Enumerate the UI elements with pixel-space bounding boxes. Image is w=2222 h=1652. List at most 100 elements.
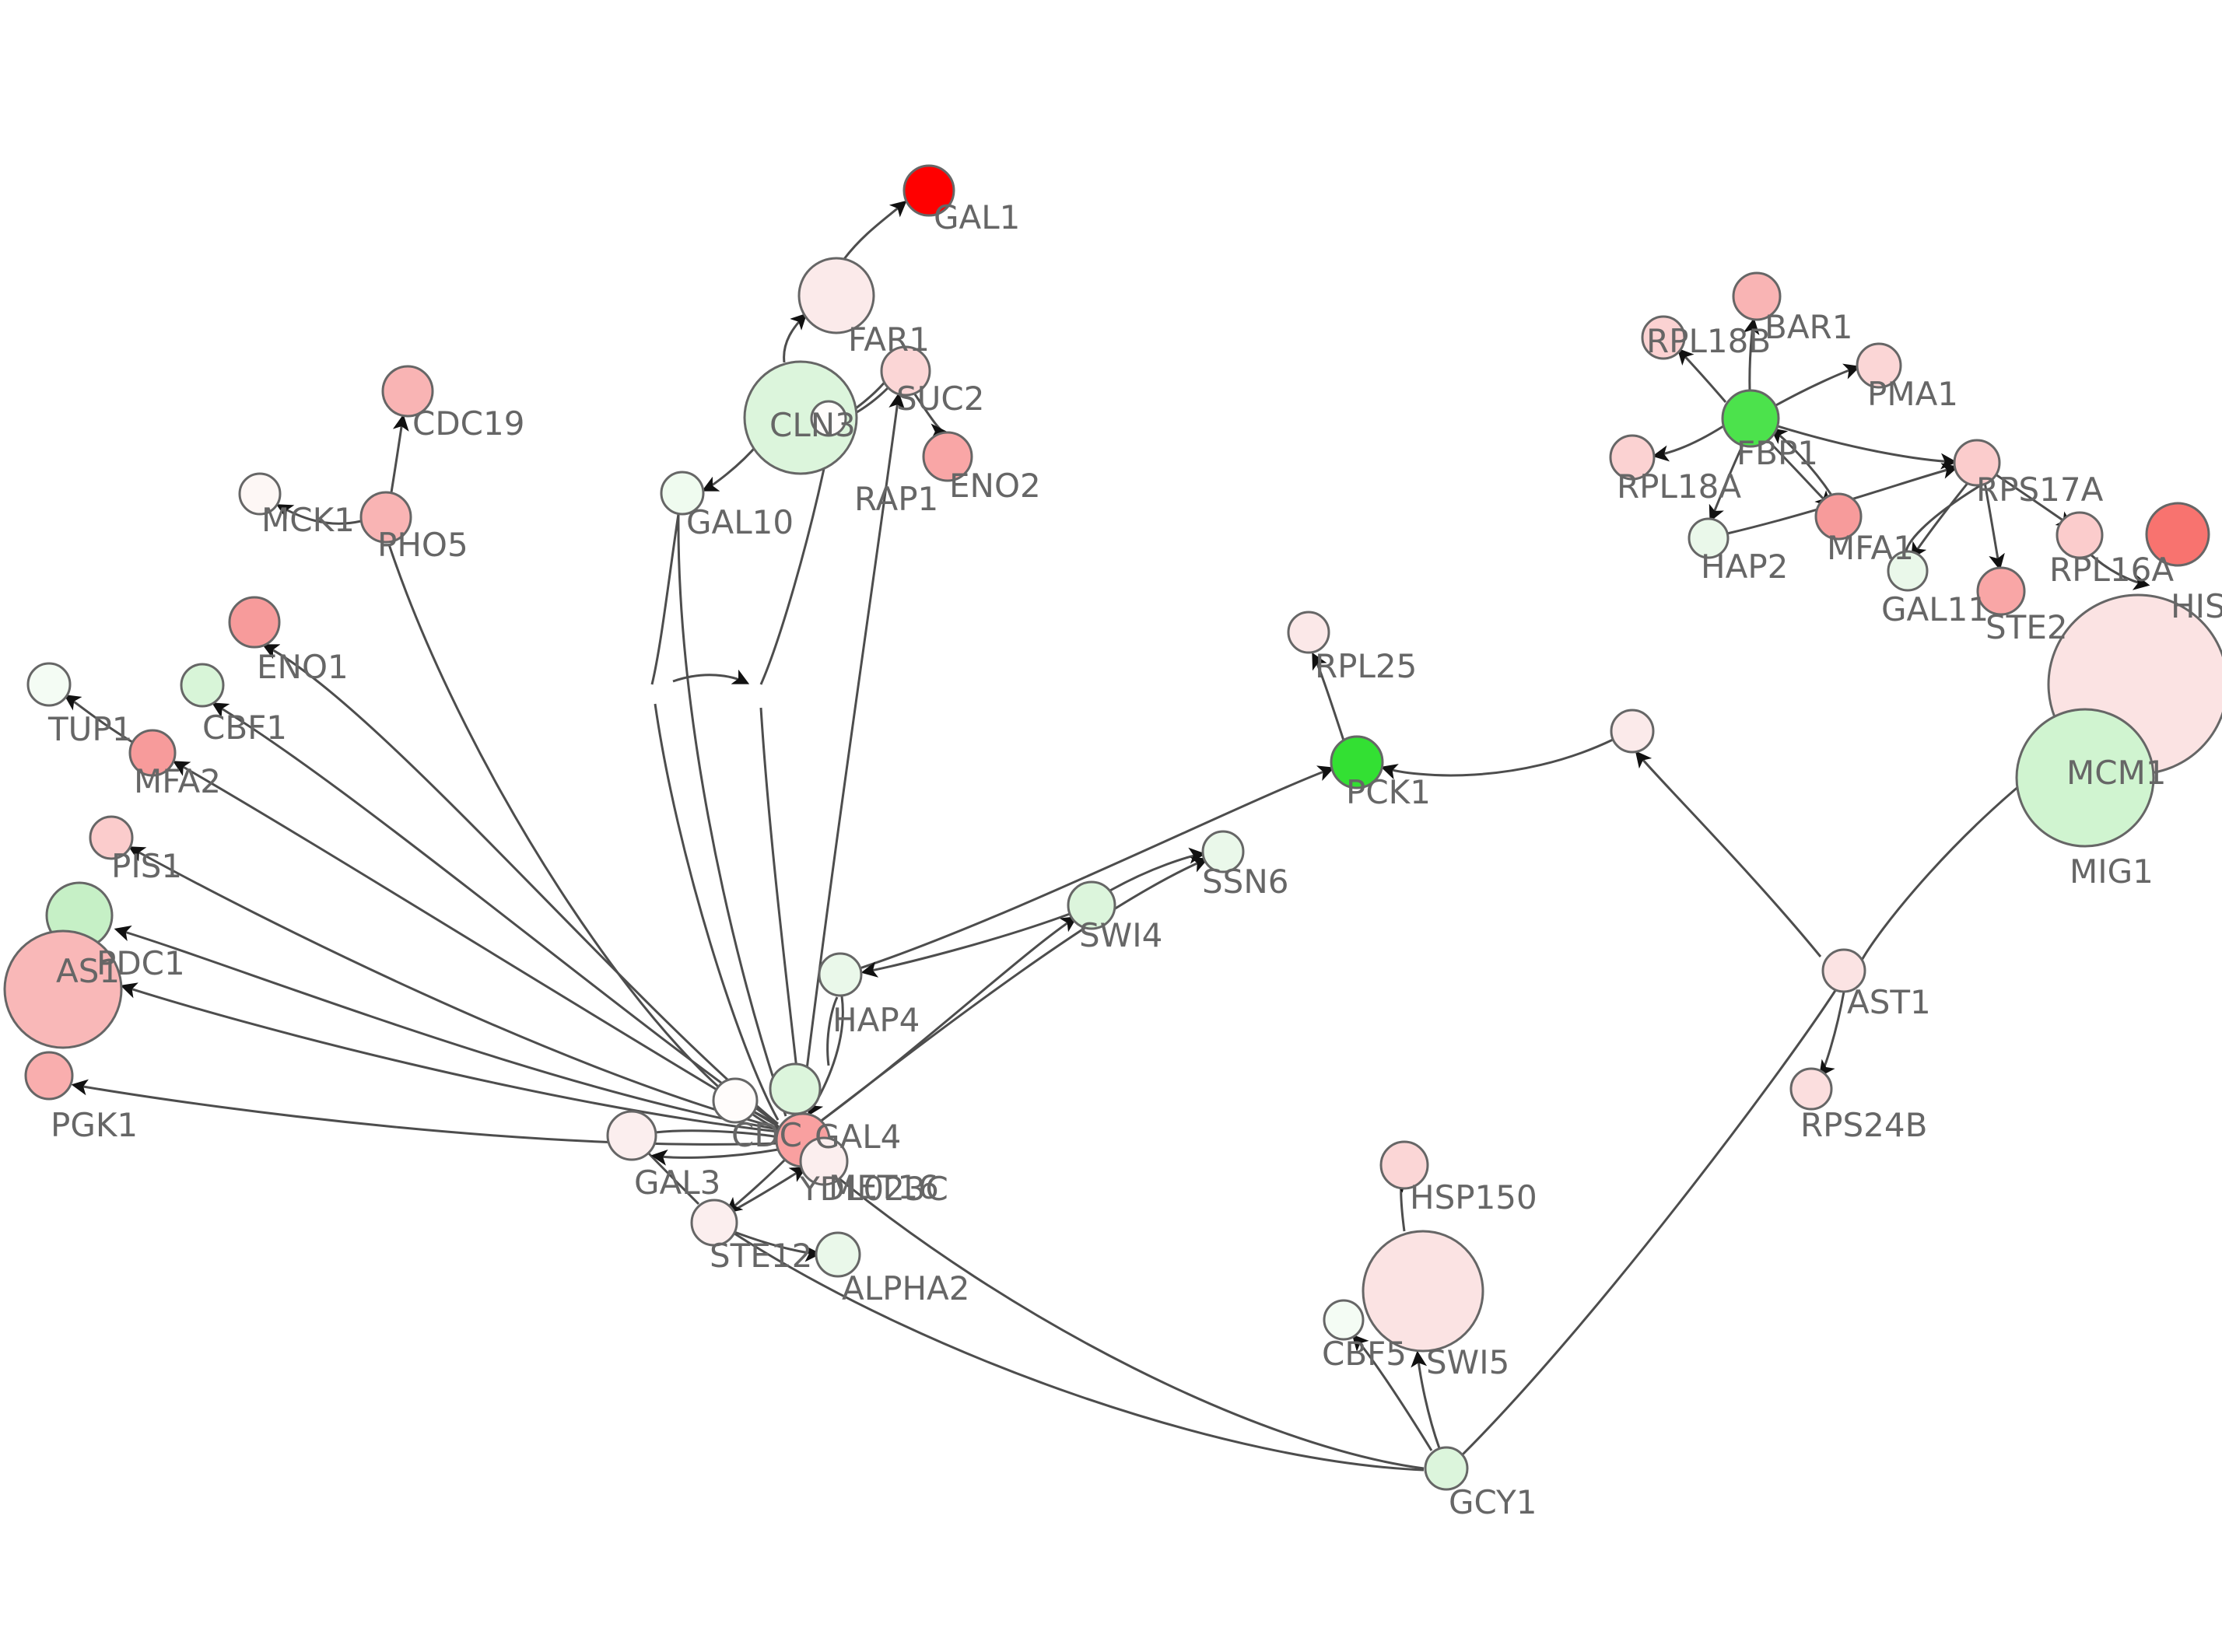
graph-node[interactable] <box>1732 271 1782 321</box>
graph-node-label: CBF1 <box>202 709 287 747</box>
graph-edge <box>1108 847 1206 893</box>
graph-node[interactable] <box>1323 1299 1365 1341</box>
graph-node-label: YDL023C <box>799 1170 948 1208</box>
graph-node[interactable] <box>815 1231 861 1278</box>
graph-edge <box>826 996 839 1066</box>
graph-edge <box>734 1230 822 1262</box>
graph-edge <box>1411 1350 1441 1449</box>
graph-edge <box>1818 991 1845 1077</box>
graph-node[interactable] <box>228 596 281 649</box>
graph-edge <box>275 504 362 525</box>
graph-node-label: RPL18A <box>1617 467 1741 506</box>
graph-node[interactable] <box>359 491 412 544</box>
graph-node-label: SSN6 <box>1202 863 1288 901</box>
graph-node[interactable] <box>690 1199 738 1247</box>
graph-node-label: PIS1 <box>111 847 182 885</box>
graph-node-label: FBP1 <box>1737 434 1818 472</box>
graph-node[interactable] <box>1887 550 1929 592</box>
graph-node-label: PGK1 <box>51 1106 138 1144</box>
graph-node-label: CDC <box>731 1116 802 1154</box>
graph-node[interactable] <box>797 257 875 334</box>
graph-node[interactable] <box>743 360 858 475</box>
graph-node-label: STE12 <box>710 1237 812 1275</box>
graph-node-label: SWI4 <box>1079 916 1162 954</box>
graph-node-label: SWI5 <box>1426 1343 1509 1381</box>
graph-node-label: GCY1 <box>1449 1483 1537 1521</box>
graph-node[interactable] <box>2056 511 2104 559</box>
graph-node[interactable] <box>2015 708 2155 848</box>
graph-edge <box>672 669 750 684</box>
graph-node-label: CLN3 <box>769 406 856 444</box>
graph-node[interactable] <box>1362 1230 1484 1353</box>
graph-node[interactable] <box>1789 1067 1833 1111</box>
graph-edge <box>1905 482 1984 553</box>
graph-node-label: MCM1 <box>2066 754 2167 792</box>
graph-node[interactable] <box>3 929 123 1049</box>
graph-node-label: RPS24B <box>1800 1106 1927 1144</box>
graph-node[interactable] <box>1814 492 1863 541</box>
graph-node-label: RPL25 <box>1315 647 1417 685</box>
edges-layer <box>64 200 2150 1472</box>
graph-node[interactable] <box>1821 948 1866 993</box>
graph-node[interactable] <box>818 952 863 997</box>
graph-node-label: GAL3 <box>634 1164 720 1202</box>
graph-node[interactable] <box>1641 315 1686 360</box>
graph-edge <box>654 1129 779 1139</box>
graph-node[interactable] <box>1721 389 1780 448</box>
graph-node[interactable] <box>1953 439 2001 487</box>
graph-edge <box>71 1079 779 1146</box>
graph-node[interactable] <box>1688 517 1730 559</box>
graph-node[interactable] <box>1330 735 1384 789</box>
graph-node[interactable] <box>24 1051 74 1101</box>
graph-edge <box>701 443 760 492</box>
graph-node[interactable] <box>712 1077 759 1124</box>
graph-edge <box>860 912 1071 978</box>
nodes-layer[interactable] <box>3 164 2222 1491</box>
graph-edge <box>677 514 787 1117</box>
graph-node[interactable] <box>2145 502 2210 567</box>
graph-node[interactable] <box>1379 1140 1429 1190</box>
graph-edge <box>859 765 1335 970</box>
graph-node[interactable] <box>128 729 177 777</box>
graph-node[interactable] <box>180 663 225 708</box>
graph-edge <box>120 982 779 1133</box>
graph-node[interactable] <box>1610 709 1655 754</box>
graph-node[interactable] <box>1976 566 2026 616</box>
graph-edge <box>1911 481 1970 559</box>
graph-node[interactable] <box>1609 434 1656 481</box>
graph-node[interactable] <box>606 1110 657 1161</box>
graph-node[interactable] <box>902 164 955 217</box>
graph-node[interactable] <box>810 400 847 437</box>
graph-edge <box>2087 551 2150 590</box>
graph-edge <box>1983 481 2005 571</box>
graph-node[interactable] <box>922 431 973 482</box>
graph-node-label: MFA2 <box>134 762 221 800</box>
graph-edge <box>734 1232 1425 1472</box>
graph-node[interactable] <box>1287 611 1330 654</box>
graph-node[interactable] <box>880 345 931 397</box>
graph-node[interactable] <box>660 471 705 516</box>
graph-edge <box>1709 444 1744 523</box>
graph-node-label: MIG1 <box>2070 852 2154 891</box>
graph-node-label: GAL4 <box>815 1118 901 1156</box>
graph-edge <box>1351 1334 1433 1451</box>
graph-node[interactable] <box>1424 1446 1469 1491</box>
graph-node-label: PDC1 <box>96 944 185 982</box>
graph-edge <box>650 1148 779 1166</box>
graph-node[interactable] <box>769 1062 822 1115</box>
graph-edge <box>1743 317 1760 393</box>
graph-node-label: MET16 <box>829 1168 939 1206</box>
graph-node[interactable] <box>1856 342 1902 389</box>
graph-node[interactable] <box>238 472 282 516</box>
graph-node[interactable] <box>1067 880 1116 930</box>
graph-node[interactable] <box>89 815 134 860</box>
graph-edge <box>818 857 1209 1124</box>
graph-node[interactable] <box>381 365 434 418</box>
graph-node[interactable] <box>799 1136 849 1186</box>
graph-edge <box>1777 425 1957 470</box>
graph-node[interactable] <box>1201 830 1245 873</box>
graph-node[interactable] <box>26 662 72 707</box>
